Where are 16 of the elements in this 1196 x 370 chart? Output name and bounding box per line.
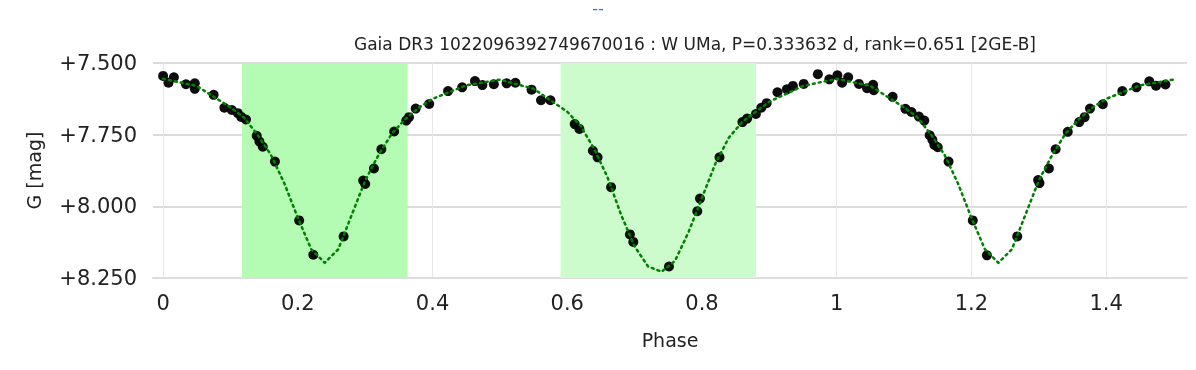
y-tick-label: +7.500 (59, 51, 137, 75)
x-tick-label: 0.8 (685, 290, 719, 315)
text: -- (592, 0, 604, 18)
y-tick-label: +7.750 (59, 122, 137, 147)
x-tick-label: 0.2 (281, 290, 315, 315)
chart-title: Gaia DR3 1022096392749670016 : W UMa, P=0.333632 d, rank=0.651 [2GE-B] (354, 33, 1036, 54)
x-tick-label: 1.4 (1089, 290, 1123, 315)
x-tick-label: 0.4 (415, 290, 450, 315)
x-tick-label: 1.2 (954, 290, 989, 315)
y-tick-label: +8.000 (59, 194, 137, 219)
x-tick-label: 0.6 (550, 290, 584, 315)
y-axis-title: G [mag] (22, 131, 45, 210)
x-tick-label: 0 (156, 290, 170, 315)
x-tick-label: 1 (830, 290, 844, 315)
y-tick-label: +8.250 (59, 266, 137, 290)
x-axis-title: Phase (641, 328, 699, 351)
